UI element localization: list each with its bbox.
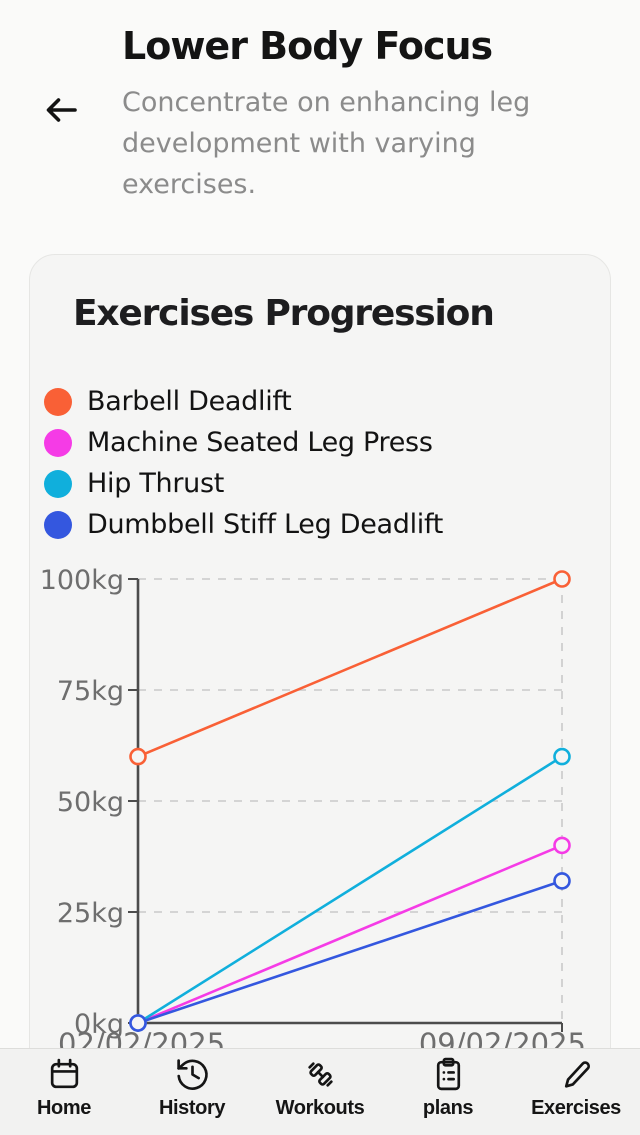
svg-text:25kg: 25kg bbox=[57, 898, 124, 929]
legend-dot-icon bbox=[44, 469, 72, 498]
clipboard-icon bbox=[430, 1056, 467, 1096]
legend-item: Dumbbell Stiff Leg Deadlift bbox=[44, 504, 443, 545]
page-subtitle: Concentrate on enhancing leg development… bbox=[122, 87, 531, 200]
svg-text:100kg: 100kg bbox=[40, 565, 124, 596]
legend-dot-icon bbox=[44, 510, 72, 539]
nav-item-history[interactable]: History bbox=[128, 1049, 256, 1120]
legend-dot-icon bbox=[44, 387, 72, 416]
progression-card: Exercises Progression Barbell Deadlift M… bbox=[29, 254, 611, 1135]
arrow-left-icon bbox=[42, 93, 82, 130]
legend-label: Dumbbell Stiff Leg Deadlift bbox=[87, 509, 444, 540]
legend-label: Barbell Deadlift bbox=[87, 386, 292, 417]
back-button[interactable] bbox=[36, 88, 88, 134]
legend-item: Machine Seated Leg Press bbox=[44, 422, 443, 463]
legend-dot-icon bbox=[44, 428, 72, 457]
nav-item-home[interactable]: Home bbox=[0, 1049, 128, 1120]
legend-item: Hip Thrust bbox=[44, 463, 443, 504]
svg-text:50kg: 50kg bbox=[57, 787, 124, 818]
history-icon bbox=[174, 1056, 211, 1096]
nav-label: Workouts bbox=[275, 1097, 365, 1119]
card-heading: Exercises Progression bbox=[73, 293, 495, 334]
dumbbell-icon bbox=[302, 1056, 339, 1096]
bottom-nav: Home History bbox=[0, 1048, 640, 1135]
svg-text:0kg: 0kg bbox=[74, 1009, 124, 1040]
calendar-icon bbox=[46, 1056, 83, 1096]
nav-item-plans[interactable]: plans bbox=[384, 1049, 512, 1120]
legend-label: Machine Seated Leg Press bbox=[87, 427, 433, 458]
legend-item: Barbell Deadlift bbox=[44, 381, 443, 422]
nav-label: Exercises bbox=[531, 1097, 621, 1119]
nav-label: Home bbox=[37, 1097, 91, 1119]
nav-item-exercises[interactable]: Exercises bbox=[512, 1049, 640, 1120]
svg-text:75kg: 75kg bbox=[57, 676, 124, 707]
chart-legend: Barbell Deadlift Machine Seated Leg Pres… bbox=[44, 381, 443, 545]
nav-item-workouts[interactable]: Workouts bbox=[256, 1049, 384, 1120]
pencil-icon bbox=[558, 1056, 595, 1096]
nav-label: plans bbox=[422, 1097, 474, 1119]
legend-label: Hip Thrust bbox=[87, 468, 224, 499]
page-title: Lower Body Focus bbox=[122, 24, 493, 68]
nav-label: History bbox=[158, 1097, 226, 1119]
